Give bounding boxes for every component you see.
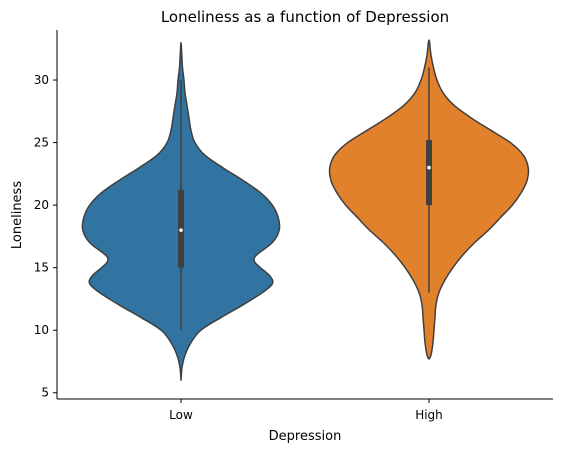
x-tick-label-low: Low — [169, 408, 193, 422]
y-tick-label-20: 20 — [34, 198, 49, 212]
y-tick-label-10: 10 — [34, 323, 49, 337]
x-axis-label: Depression — [269, 429, 342, 444]
median-point-high — [427, 165, 431, 170]
iqr-box-high — [426, 140, 432, 206]
y-tick-label-30: 30 — [34, 73, 49, 87]
median-point-low — [179, 228, 183, 232]
x-tick-label-high: High — [415, 408, 443, 422]
axes — [56, 30, 553, 400]
y-ticks: 5 10 15 20 25 30 — [34, 73, 57, 400]
y-tick-label-25: 25 — [34, 136, 49, 150]
y-tick-label-5: 5 — [41, 386, 49, 400]
x-ticks: Low High — [169, 399, 443, 422]
y-tick-label-15: 15 — [34, 261, 49, 275]
plot-area — [81, 39, 530, 381]
chart-title: Loneliness as a function of Depression — [161, 8, 449, 26]
y-axis-label: Loneliness — [10, 181, 25, 249]
